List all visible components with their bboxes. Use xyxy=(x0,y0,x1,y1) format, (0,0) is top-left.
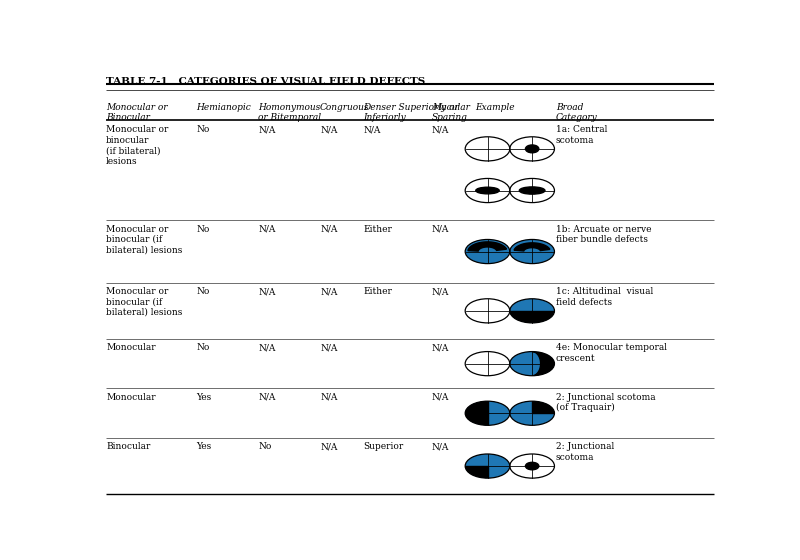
Text: 1c: Altitudinal  visual
field defects: 1c: Altitudinal visual field defects xyxy=(556,287,653,306)
Ellipse shape xyxy=(519,187,545,194)
Polygon shape xyxy=(510,311,554,323)
Text: Binocular: Binocular xyxy=(106,442,150,451)
Ellipse shape xyxy=(526,463,539,470)
Text: 1b: Arcuate or nerve
fiber bundle defects: 1b: Arcuate or nerve fiber bundle defect… xyxy=(556,225,651,244)
Text: N/A: N/A xyxy=(320,393,338,402)
Text: N/A: N/A xyxy=(258,343,275,352)
Polygon shape xyxy=(532,401,554,413)
Text: N/A: N/A xyxy=(320,343,338,352)
Text: No: No xyxy=(196,125,210,134)
Text: Monocular: Monocular xyxy=(106,393,156,402)
Ellipse shape xyxy=(510,240,554,264)
Ellipse shape xyxy=(465,240,510,264)
Text: N/A: N/A xyxy=(320,442,338,451)
Text: 1a: Central
scotoma: 1a: Central scotoma xyxy=(556,125,607,145)
Ellipse shape xyxy=(476,187,499,194)
Ellipse shape xyxy=(526,145,539,153)
Text: N/A: N/A xyxy=(258,393,275,402)
Text: N/A: N/A xyxy=(258,125,275,134)
Ellipse shape xyxy=(510,352,554,376)
Text: No: No xyxy=(196,343,210,352)
Text: Hemianopic: Hemianopic xyxy=(196,102,251,111)
Text: TABLE 7-1   CATEGORIES OF VISUAL FIELD DEFECTS: TABLE 7-1 CATEGORIES OF VISUAL FIELD DEF… xyxy=(106,77,426,86)
Text: N/A: N/A xyxy=(432,442,449,451)
Text: Monocular or
binocular
(if bilateral)
lesions: Monocular or binocular (if bilateral) le… xyxy=(106,125,169,166)
Text: Yes: Yes xyxy=(196,393,211,402)
Ellipse shape xyxy=(510,401,554,425)
Text: Monocular or
Binocular: Monocular or Binocular xyxy=(106,102,168,122)
Text: N/A: N/A xyxy=(258,225,275,234)
Text: Monocular or
binocular (if
bilateral) lesions: Monocular or binocular (if bilateral) le… xyxy=(106,225,182,254)
Text: No: No xyxy=(196,225,210,234)
Polygon shape xyxy=(532,352,554,376)
Text: N/A: N/A xyxy=(432,125,449,134)
Text: Superior: Superior xyxy=(363,442,404,451)
Text: Either: Either xyxy=(363,287,392,296)
Text: No: No xyxy=(196,287,210,296)
Text: N/A: N/A xyxy=(320,125,338,134)
Text: N/A: N/A xyxy=(432,343,449,352)
Text: N/A: N/A xyxy=(363,125,381,134)
Text: 4e: Monocular temporal
crescent: 4e: Monocular temporal crescent xyxy=(556,343,666,362)
Text: N/A: N/A xyxy=(432,393,449,402)
Text: Macular
Sparing: Macular Sparing xyxy=(432,102,470,122)
Polygon shape xyxy=(465,401,487,425)
Text: Monocular: Monocular xyxy=(106,343,156,352)
Text: N/A: N/A xyxy=(320,287,338,296)
Text: Broad
Category: Broad Category xyxy=(556,102,598,122)
Text: No: No xyxy=(258,442,271,451)
Text: 2: Junctional
scotoma: 2: Junctional scotoma xyxy=(556,442,614,462)
Ellipse shape xyxy=(510,298,554,323)
Polygon shape xyxy=(468,242,506,251)
Text: Homonymous
or Bitemporal: Homonymous or Bitemporal xyxy=(258,102,322,122)
Polygon shape xyxy=(514,243,550,251)
Text: Denser Superiorly or
Inferiorly: Denser Superiorly or Inferiorly xyxy=(363,102,459,122)
Text: Either: Either xyxy=(363,225,392,234)
Text: Example: Example xyxy=(475,102,514,111)
Text: N/A: N/A xyxy=(432,287,449,296)
Ellipse shape xyxy=(465,454,510,478)
Text: N/A: N/A xyxy=(320,225,338,234)
Text: Monocular or
binocular (if
bilateral) lesions: Monocular or binocular (if bilateral) le… xyxy=(106,287,182,317)
Text: N/A: N/A xyxy=(258,287,275,296)
Ellipse shape xyxy=(465,401,510,425)
Text: Yes: Yes xyxy=(196,442,211,451)
Text: 2: Junctional scotoma
(of Traquair): 2: Junctional scotoma (of Traquair) xyxy=(556,393,655,412)
Polygon shape xyxy=(465,466,487,478)
Text: N/A: N/A xyxy=(432,225,449,234)
Text: Congruous: Congruous xyxy=(320,102,370,111)
